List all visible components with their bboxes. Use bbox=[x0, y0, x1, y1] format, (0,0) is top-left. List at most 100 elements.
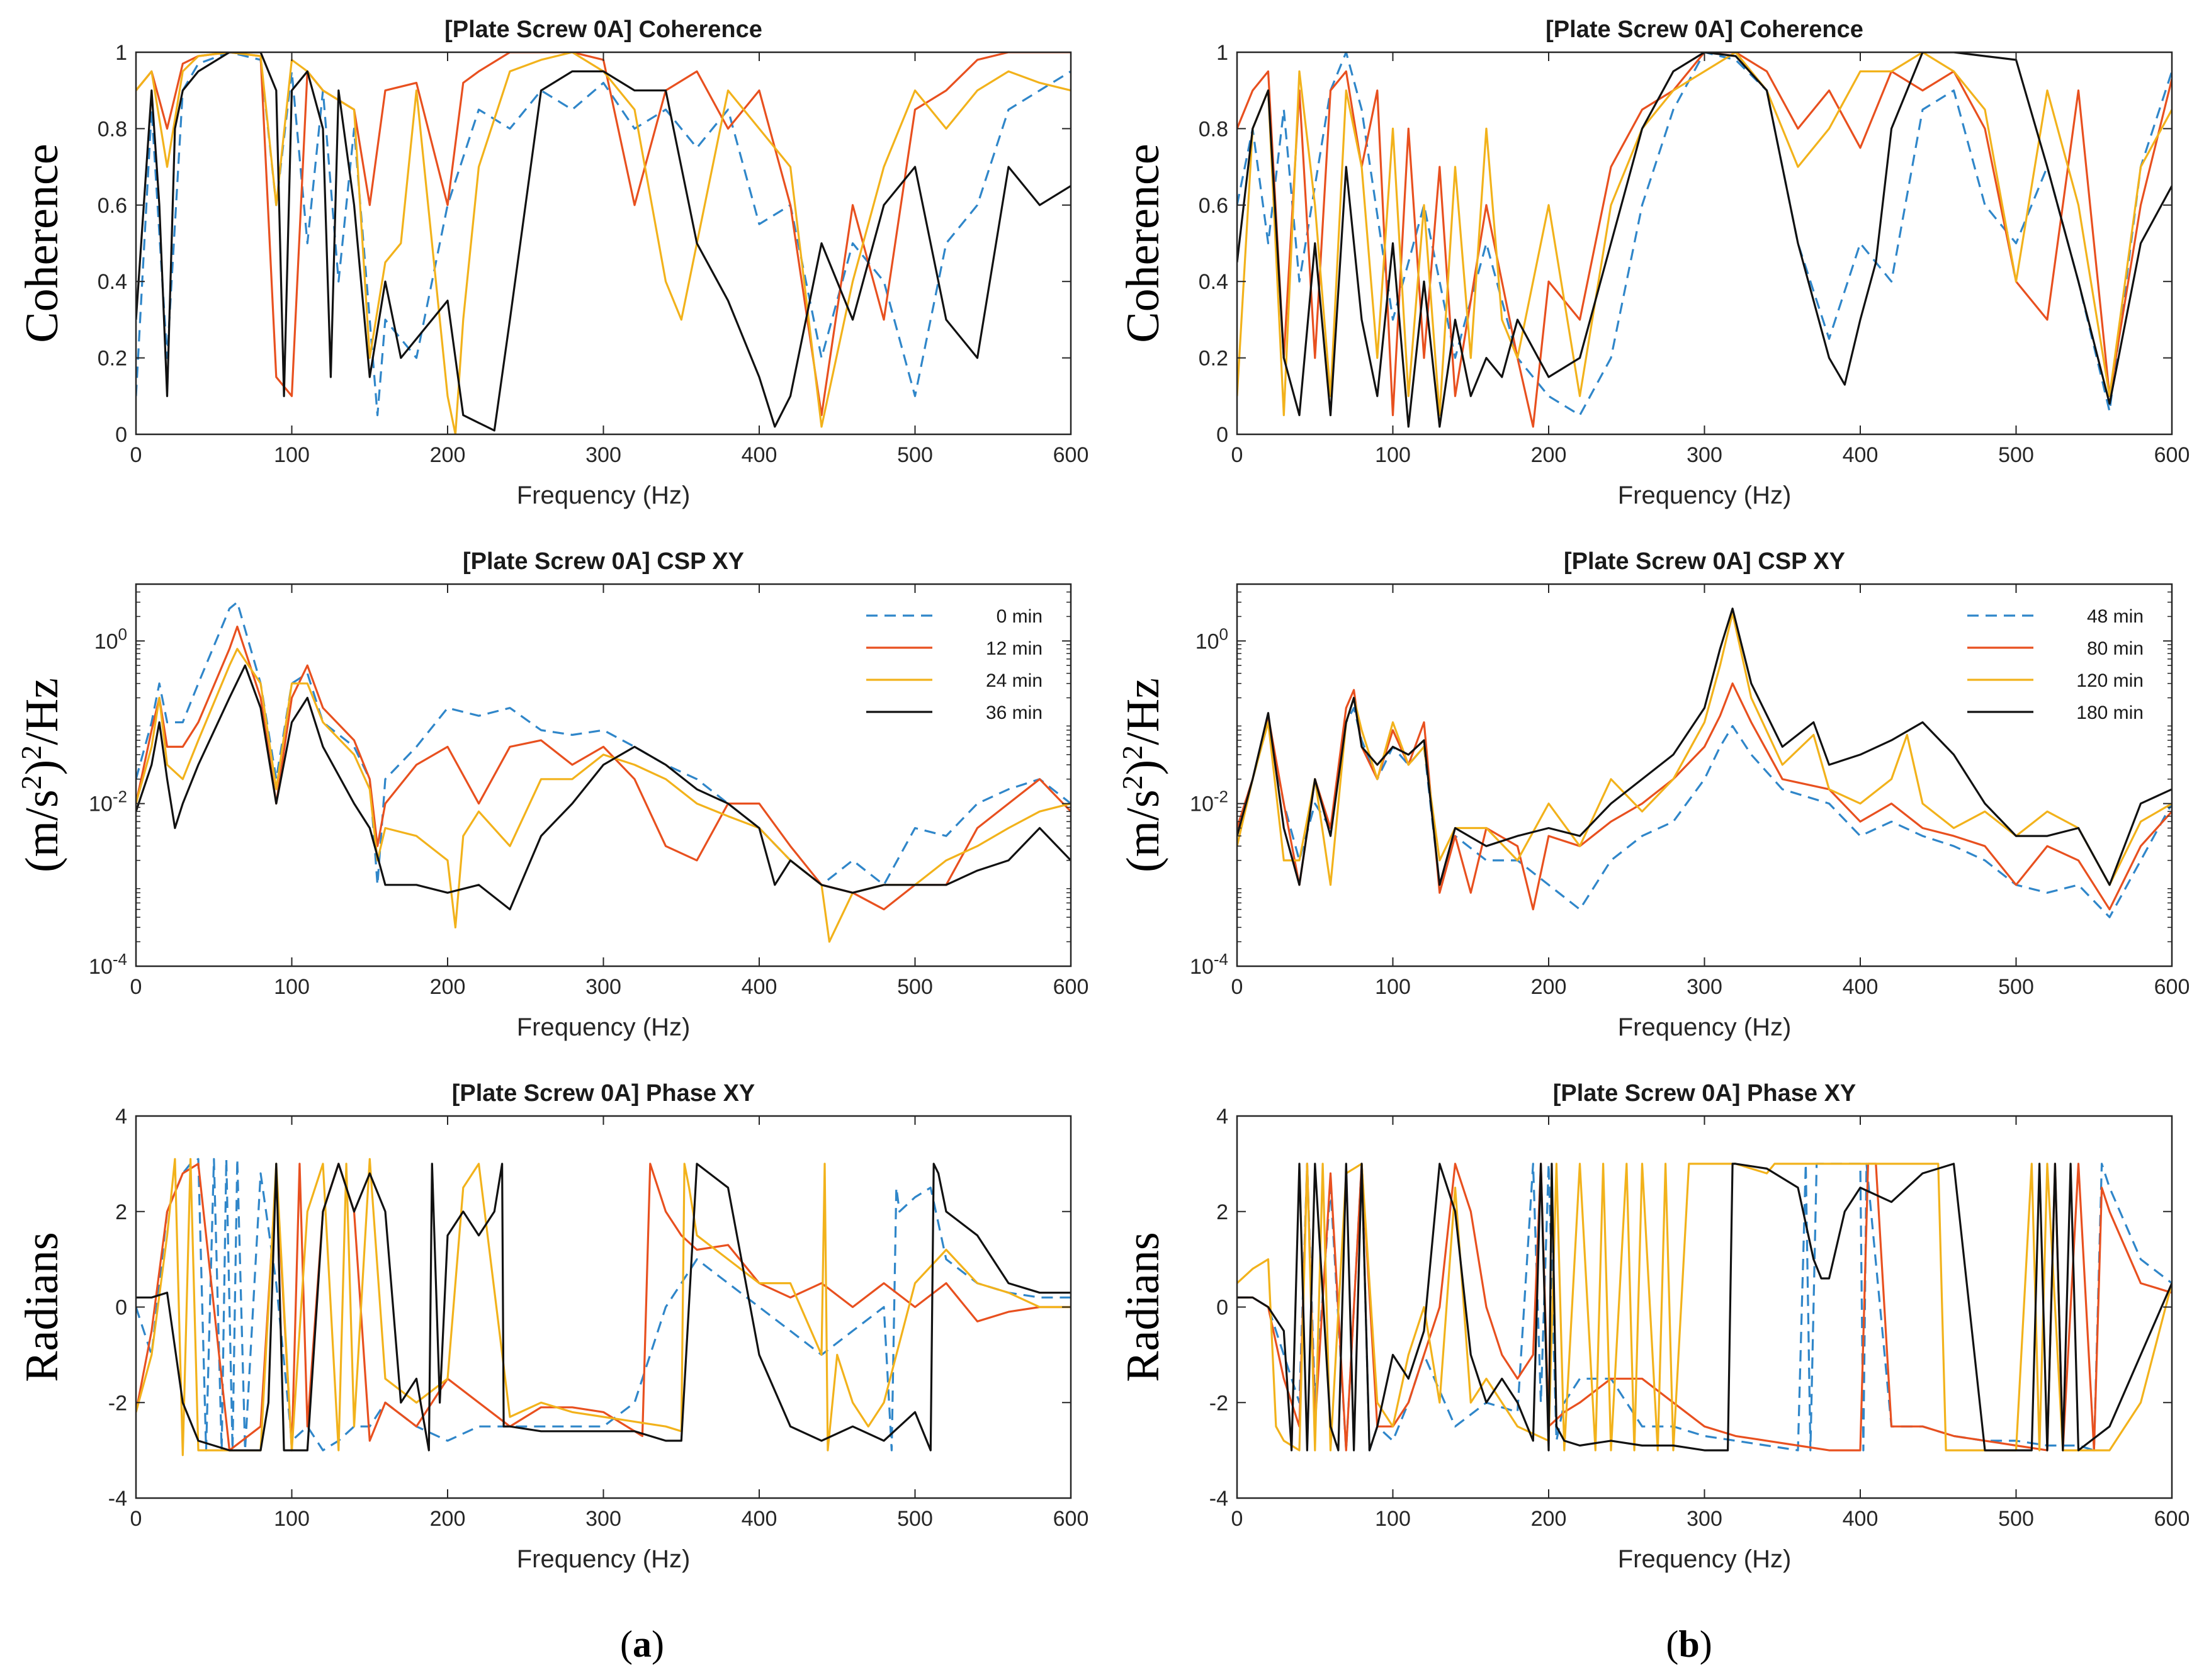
series-line-0-min bbox=[136, 1158, 1071, 1452]
y-tick-label: 10-4 bbox=[89, 950, 127, 979]
x-tick-label: 300 bbox=[1687, 1507, 1722, 1531]
x-axis-label: Frequency (Hz) bbox=[517, 482, 691, 509]
x-axis-label: Frequency (Hz) bbox=[517, 1545, 691, 1573]
panel-title: [Plate Screw 0A] CSP XY bbox=[463, 548, 744, 575]
x-tick-label: 400 bbox=[742, 1507, 777, 1531]
series-line-120-min bbox=[1237, 612, 2172, 886]
y-axis-label: Radians bbox=[16, 1232, 68, 1382]
x-tick-label: 0 bbox=[1231, 443, 1243, 467]
x-tick-label: 300 bbox=[1687, 975, 1722, 999]
x-tick-label: 100 bbox=[274, 975, 310, 999]
legend-label: 48 min bbox=[2087, 606, 2144, 627]
y-axis-label: (m/s2)2/Hz bbox=[15, 678, 68, 872]
panel-b-coherence: 0 100 200 300 400 500 600 0 0.2 0.4 0.6 0.8 1 [Plate … bbox=[1117, 16, 2190, 509]
y-tick-label: 100 bbox=[94, 624, 127, 653]
panel-title: [Plate Screw 0A] Coherence bbox=[444, 16, 762, 43]
series-line-0-min bbox=[136, 601, 1071, 886]
series-line-120-min bbox=[1237, 1163, 2172, 1452]
series-line-120-min bbox=[1237, 52, 2172, 417]
series-line-80-min bbox=[1237, 682, 2172, 911]
y-tick-label: 10-2 bbox=[89, 787, 127, 816]
x-axis-label: Frequency (Hz) bbox=[1618, 1013, 1792, 1041]
x-tick-label: 0 bbox=[1231, 1507, 1243, 1531]
legend-label: 36 min bbox=[986, 702, 1043, 723]
x-tick-label: 400 bbox=[742, 443, 777, 467]
y-axis-label: Coherence bbox=[16, 144, 68, 342]
x-tick-label: 600 bbox=[1053, 975, 1089, 999]
x-tick-label: 200 bbox=[430, 443, 466, 467]
x-tick-label: 400 bbox=[1843, 975, 1879, 999]
y-tick-label: 0.2 bbox=[98, 347, 127, 371]
panel-a-phase: 0 100 200 300 400 500 600 -4 -2 0 2 4 [Plate Screw 0… bbox=[16, 1080, 1088, 1573]
x-tick-label: 200 bbox=[1531, 1507, 1567, 1531]
y-tick-label: -2 bbox=[108, 1391, 127, 1415]
y-tick-label: 0 bbox=[1216, 1296, 1228, 1320]
series-line-80-min bbox=[1237, 52, 2172, 428]
x-tick-label: 400 bbox=[1843, 1507, 1879, 1531]
y-tick-label: 0 bbox=[115, 1296, 127, 1320]
legend-label: 24 min bbox=[986, 670, 1043, 691]
x-tick-label: 600 bbox=[2154, 1507, 2190, 1531]
y-tick-label: 0.6 bbox=[1199, 194, 1228, 218]
x-tick-label: 0 bbox=[130, 975, 142, 999]
y-tick-label: 1 bbox=[1216, 41, 1228, 65]
legend: 0 min 12 min 24 min 36 min bbox=[854, 594, 1055, 733]
legend-label: 180 min bbox=[2076, 702, 2144, 723]
x-tick-label: 300 bbox=[1687, 443, 1722, 467]
x-tick-label: 400 bbox=[742, 975, 777, 999]
y-tick-label: 10-2 bbox=[1190, 787, 1228, 816]
series-group bbox=[136, 52, 1071, 434]
x-tick-label: 300 bbox=[585, 443, 621, 467]
series-group bbox=[1237, 607, 2172, 918]
panel-title: [Plate Screw 0A] Phase XY bbox=[1553, 1080, 1856, 1107]
x-tick-label: 600 bbox=[1053, 1507, 1089, 1531]
y-tick-label: 0.8 bbox=[98, 117, 127, 141]
series-line-36-min bbox=[136, 1163, 1071, 1452]
y-tick-label: -2 bbox=[1209, 1391, 1228, 1415]
panel-title: [Plate Screw 0A] Phase XY bbox=[452, 1080, 755, 1107]
y-axis-label: Radians bbox=[1117, 1232, 1169, 1382]
y-tick-label: 0.4 bbox=[1199, 270, 1228, 294]
x-tick-label: 200 bbox=[430, 975, 466, 999]
series-line-36-min bbox=[136, 52, 1071, 432]
x-tick-label: 600 bbox=[2154, 975, 2190, 999]
y-tick-label: 0.2 bbox=[1199, 347, 1228, 371]
series-group bbox=[136, 1158, 1071, 1457]
x-tick-label: 100 bbox=[1375, 975, 1411, 999]
x-tick-label: 100 bbox=[1375, 443, 1411, 467]
x-tick-label: 500 bbox=[1998, 1507, 2034, 1531]
series-group bbox=[1237, 1163, 2172, 1452]
x-tick-label: 200 bbox=[1531, 975, 1567, 999]
x-tick-label: 0 bbox=[1231, 975, 1243, 999]
legend-label: 0 min bbox=[997, 606, 1043, 627]
series-line-180-min bbox=[1237, 607, 2172, 886]
y-tick-label: 1 bbox=[115, 41, 127, 65]
series-line-24-min bbox=[136, 52, 1071, 434]
legend-box bbox=[1955, 594, 2156, 733]
legend: 48 min 80 min 120 min 180 min bbox=[1955, 594, 2156, 733]
y-tick-label: 10-4 bbox=[1190, 950, 1228, 979]
x-tick-label: 600 bbox=[2154, 443, 2190, 467]
y-tick-label: 0 bbox=[115, 423, 127, 447]
panel-title: [Plate Screw 0A] Coherence bbox=[1546, 16, 1863, 43]
x-tick-label: 300 bbox=[585, 1507, 621, 1531]
x-axis-label: Frequency (Hz) bbox=[1618, 1545, 1792, 1573]
x-tick-label: 200 bbox=[430, 1507, 466, 1531]
x-tick-label: 500 bbox=[897, 443, 933, 467]
legend-label: 12 min bbox=[986, 638, 1043, 659]
y-tick-label: 4 bbox=[1216, 1105, 1228, 1129]
y-tick-label: 100 bbox=[1195, 624, 1228, 653]
caption-a: (a) bbox=[620, 1623, 664, 1665]
x-tick-label: 400 bbox=[1843, 443, 1879, 467]
series-group bbox=[136, 601, 1071, 943]
series-line-36-min bbox=[136, 664, 1071, 911]
series-line-12-min bbox=[136, 625, 1071, 911]
x-tick-label: 100 bbox=[1375, 1507, 1411, 1531]
y-tick-label: 0 bbox=[1216, 423, 1228, 447]
y-tick-label: -4 bbox=[108, 1487, 127, 1511]
y-tick-label: 2 bbox=[1216, 1200, 1228, 1224]
panel-a-coherence: 0 100 200 300 400 500 600 0 0.2 0.4 0.6 0.8 1 [Plate … bbox=[16, 16, 1088, 509]
legend-label: 80 min bbox=[2087, 638, 2144, 659]
series-line-80-min bbox=[1237, 1163, 2172, 1452]
